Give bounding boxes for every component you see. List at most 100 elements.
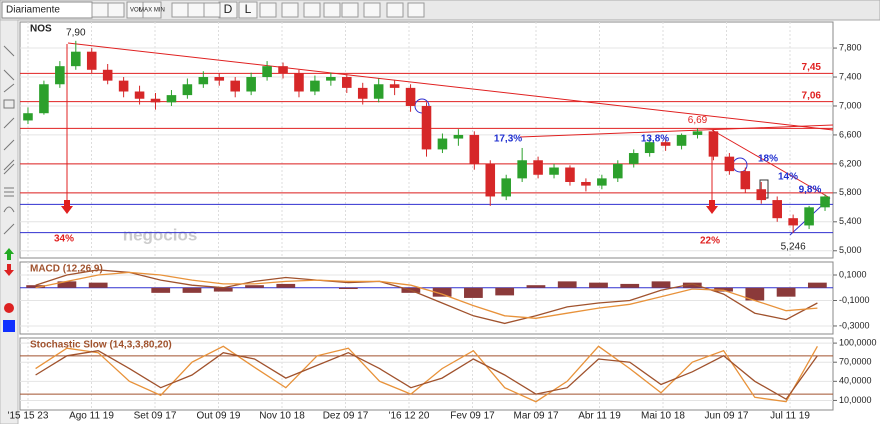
tool-down[interactable] [4,264,14,276]
candle-body [804,207,814,226]
candle-body [71,51,81,67]
y-tick-label: -0,3000 [839,320,870,330]
histogram-bar [776,287,796,297]
histogram-bar [745,287,765,301]
histogram-bar [88,282,108,288]
toolbar-button[interactable] [238,1,258,19]
candle-body [533,160,543,175]
toolbar-icon[interactable] [386,2,404,18]
histogram-bar [557,281,577,288]
histogram-bar [276,283,296,288]
candle-body [788,218,798,226]
toolbar-icon[interactable] [171,2,189,18]
panel-title: NOS [30,24,52,35]
tool-up[interactable] [4,248,14,260]
trendline [67,42,834,131]
candle-body [39,84,49,114]
candle-body [373,84,384,99]
panel-frame [19,21,834,259]
histogram-bar [526,285,546,288]
toolbar-icon[interactable] [323,2,341,18]
toolbar-icon[interactable] [341,2,359,18]
candle-body [342,77,352,88]
toolbar-icon[interactable] [91,2,109,18]
candle-body [214,77,225,81]
candle-body [549,167,559,175]
x-tick-label: Dez 09 17 [323,411,369,422]
toolbar-button-label: MAX MIN [139,8,165,14]
candle-body [118,80,129,92]
candle-body [740,171,751,190]
panel-title: MACD (12,26,9) [30,264,103,275]
y-tick-label: 10,0000 [839,395,872,405]
candle-body [246,77,256,92]
y-tick-label: 5,800 [839,187,862,197]
histogram-bar [682,282,702,288]
histogram-bar [213,287,233,292]
toolbar-icon[interactable] [203,2,221,18]
candle-body [102,69,113,81]
x-tick-label: Out 09 19 [197,411,241,422]
candle-body [326,77,336,81]
percent-note: 17,3% [494,134,522,145]
candle-body [262,66,272,78]
candle-body [644,142,655,154]
histogram-bar [57,281,77,288]
toolbar-icon[interactable] [259,2,277,18]
histogram-bar [432,287,452,297]
x-tick-label: Ago 11 19 [69,411,114,422]
candle-body [23,113,33,121]
histogram-bar [338,287,358,290]
x-tick-label: Jul 11 19 [770,411,810,422]
toolbar-button-label: L [245,2,252,16]
candle-body [278,66,288,74]
y-tick-label: 0,1000 [839,269,867,279]
panel-title: Stochastic Slow (14,3,3,80,20) [30,340,172,351]
y-tick-label: 6,200 [839,158,862,168]
histogram-bar [651,281,671,288]
toolbar-button-label: VOL [130,8,143,14]
series-line [35,350,818,401]
level-label: 7,45 [802,62,822,73]
tool-color[interactable] [3,320,15,332]
toolbar-icon[interactable] [281,2,299,18]
histogram-bar [620,283,640,288]
percent-note: 13,8% [641,134,669,145]
y-tick-label: 7,400 [839,71,862,81]
watermark: negocios [123,225,198,244]
candle-body [772,200,782,219]
candle-body [86,51,97,70]
x-tick-label: Set 09 17 [134,411,177,422]
level-label: 7,06 [802,90,822,101]
tool-icons [3,45,15,235]
trendline [711,129,831,199]
y-tick-label: 40,0000 [839,376,872,386]
panel-frame [19,337,834,411]
series-line [35,269,818,325]
candle-body [453,134,464,139]
candle-body [437,138,448,150]
toolbar-icon[interactable] [187,2,205,18]
candle-body [517,160,527,179]
y-tick-label: 100,0000 [839,337,877,347]
toolbar-icon[interactable] [303,2,321,18]
candle-body [198,77,209,85]
candle-body [485,163,496,197]
candle-body [294,73,304,92]
histogram-bar [495,287,515,296]
panel-frame [19,261,834,335]
toolbar-icon[interactable] [107,2,125,18]
candle-body [660,142,671,146]
candle-body [628,153,639,164]
tool-delete[interactable] [4,303,14,313]
histogram-bar [26,285,46,288]
toolbar-icon[interactable] [363,2,381,18]
candle-body [613,163,623,179]
x-tick-label: Jun 09 17 [705,411,749,422]
toolbar-button[interactable] [142,1,162,19]
toolbar-icon[interactable] [407,2,425,18]
candle-body [708,131,719,157]
candle-body [421,105,432,150]
candle-body [597,178,607,186]
candle-body [692,131,703,135]
